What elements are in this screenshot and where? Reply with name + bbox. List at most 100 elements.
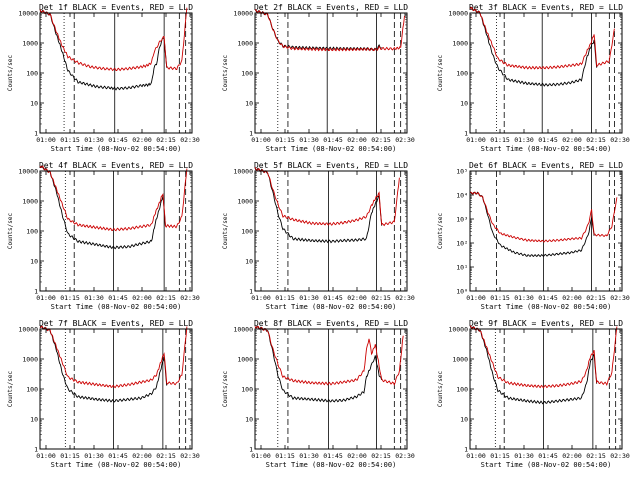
panel-det-6: Det 6f BLACK = Events, RED = LLD Counts/s… <box>437 161 630 311</box>
x-tick-label: 01:00 <box>251 294 271 302</box>
x-tick-label: 02:15 <box>586 136 606 144</box>
y-tick-label: 10 <box>30 416 38 424</box>
y-axis-label: Counts/sec <box>7 371 14 408</box>
x-tick-label: 02:30 <box>610 294 630 302</box>
series-events-line <box>254 9 382 52</box>
x-tick-label: 02:30 <box>180 136 200 144</box>
plot-frame <box>469 170 623 292</box>
x-tick-label: 01:15 <box>60 136 80 144</box>
panel-det-3: Det 3f BLACK = Events, RED = LLD Counts/s… <box>437 3 630 153</box>
x-tick-label: 02:00 <box>347 136 367 144</box>
x-tick-label: 02:30 <box>180 452 200 460</box>
x-axis-label: Start Time (08-Nov-02 00:54:00) <box>266 461 397 469</box>
x-tick-label: 02:00 <box>347 452 367 460</box>
plot-frame <box>469 12 623 134</box>
y-tick-label: 1000 <box>237 356 253 364</box>
x-tick-label: 01:15 <box>60 294 80 302</box>
x-tick-label: 01:30 <box>84 136 104 144</box>
x-tick-label: 02:15 <box>371 136 391 144</box>
y-tick-label: 10000 <box>448 326 468 334</box>
x-tick-label: 01:15 <box>275 294 295 302</box>
panel-det-5: Det 5f BLACK = Events, RED = LLD Counts/s… <box>222 161 415 311</box>
x-tick-label: 02:00 <box>562 452 582 460</box>
y-tick-label: 100 <box>456 70 468 78</box>
series-events-line <box>469 325 598 405</box>
x-tick-label: 01:30 <box>84 452 104 460</box>
x-tick-label: 01:30 <box>299 294 319 302</box>
x-tick-label: 01:30 <box>514 136 534 144</box>
panel-title: Det 8f BLACK = Events, RED = LLD <box>254 319 408 328</box>
y-axis-label: Counts/sec <box>222 371 229 408</box>
plot-frame <box>39 12 193 134</box>
x-tick-label: 01:30 <box>514 294 534 302</box>
x-tick-label: 02:15 <box>156 294 176 302</box>
x-tick-label: 02:15 <box>156 136 176 144</box>
y-axis-label: Counts/sec <box>437 371 444 408</box>
series-events-line <box>39 9 168 91</box>
y-tick-label: 100 <box>26 70 38 78</box>
y-tick-label: 10000 <box>448 10 468 18</box>
panel-title: Det 9f BLACK = Events, RED = LLD <box>469 319 623 328</box>
x-axis-label: Start Time (08-Nov-02 00:54:00) <box>481 145 612 153</box>
panel-title: Det 4f BLACK = Events, RED = LLD <box>39 161 193 170</box>
series-lld-line <box>469 6 615 70</box>
x-tick-label: 01:00 <box>466 294 486 302</box>
series-events-line <box>39 325 168 403</box>
y-axis-label: Counts/sec <box>7 213 14 250</box>
x-tick-label: 02:30 <box>395 452 415 460</box>
y-tick-label: 1000 <box>452 40 468 48</box>
series-lld-line <box>39 7 188 72</box>
x-tick-label: 01:15 <box>275 452 295 460</box>
x-tick-label: 01:45 <box>108 452 128 460</box>
series-lld-line <box>469 191 618 243</box>
y-tick-label: 100 <box>456 386 468 394</box>
x-axis-label: Start Time (08-Nov-02 00:54:00) <box>51 461 182 469</box>
y-tick-label: 100 <box>241 386 253 394</box>
x-tick-label: 01:15 <box>275 136 295 144</box>
plot-frame <box>39 328 193 450</box>
panel-det-8: Det 8f BLACK = Events, RED = LLD Counts/s… <box>222 319 415 469</box>
series-events-line <box>39 165 166 250</box>
x-tick-label: 02:30 <box>395 294 415 302</box>
panel-det-7: Det 7f BLACK = Events, RED = LLD Counts/s… <box>7 319 200 469</box>
y-tick-label: 10² <box>456 240 468 248</box>
x-tick-label: 01:30 <box>514 452 534 460</box>
panel-title: Det 7f BLACK = Events, RED = LLD <box>39 319 193 328</box>
y-tick-label: 1 <box>464 130 468 138</box>
panel-title: Det 1f BLACK = Events, RED = LLD <box>39 3 193 12</box>
series-events-line <box>254 167 383 244</box>
x-axis-label: Start Time (08-Nov-02 00:54:00) <box>51 145 182 153</box>
y-tick-label: 10000 <box>233 326 253 334</box>
x-tick-label: 01:00 <box>251 452 271 460</box>
x-tick-label: 01:30 <box>84 294 104 302</box>
panel-title: Det 2f BLACK = Events, RED = LLD <box>254 3 408 12</box>
y-tick-label: 10000 <box>233 10 253 18</box>
x-tick-label: 02:00 <box>132 294 152 302</box>
panel-title: Det 6f BLACK = Events, RED = LLD <box>469 161 623 170</box>
plot-frame <box>254 328 408 450</box>
x-tick-label: 02:15 <box>586 452 606 460</box>
y-tick-label: 1 <box>249 288 253 296</box>
y-tick-label: 1 <box>34 446 38 454</box>
x-tick-label: 02:15 <box>586 294 606 302</box>
x-tick-label: 02:15 <box>371 294 391 302</box>
y-tick-label: 10 <box>30 100 38 108</box>
y-tick-label: 1000 <box>22 198 38 206</box>
panel-det-2: Det 2f BLACK = Events, RED = LLD Counts/s… <box>222 3 415 153</box>
x-tick-label: 01:45 <box>108 294 128 302</box>
y-tick-label: 10⁰ <box>456 288 468 296</box>
x-tick-label: 02:00 <box>132 136 152 144</box>
panel-det-1: Det 1f BLACK = Events, RED = LLD Counts/s… <box>7 3 200 153</box>
y-tick-label: 100 <box>26 228 38 236</box>
series-events-line <box>469 6 598 87</box>
plot-frame <box>469 328 623 450</box>
y-tick-label: 1 <box>464 446 468 454</box>
x-tick-label: 02:30 <box>610 136 630 144</box>
x-tick-label: 01:15 <box>490 294 510 302</box>
x-tick-label: 01:15 <box>490 136 510 144</box>
y-tick-label: 1 <box>34 130 38 138</box>
y-tick-label: 10 <box>245 416 253 424</box>
y-tick-label: 1000 <box>237 198 253 206</box>
x-tick-label: 01:15 <box>60 452 80 460</box>
